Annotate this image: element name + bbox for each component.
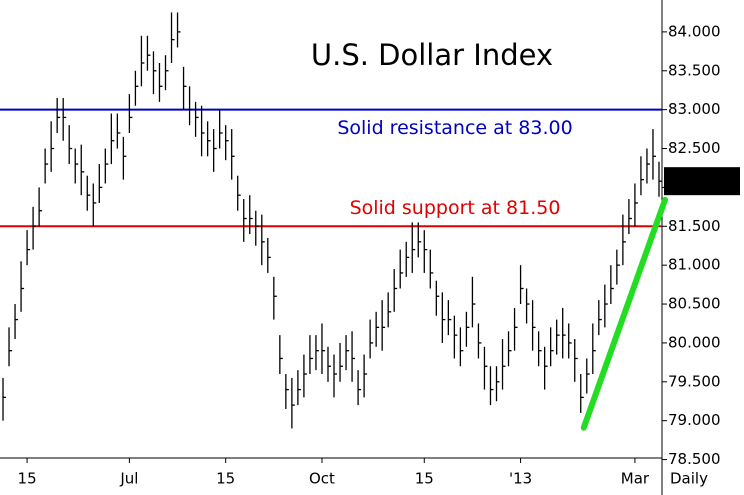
- x-tick-label: Mar: [621, 470, 650, 488]
- y-tick-label: 82.500: [668, 139, 721, 157]
- y-tick-label: 78.500: [668, 450, 721, 468]
- x-note: Daily: [670, 470, 708, 488]
- x-tick-label: Oct: [309, 470, 335, 488]
- y-tick-label: 81.000: [668, 256, 721, 274]
- y-tick-label: 81.500: [668, 217, 721, 235]
- x-tick-label: Jul: [119, 470, 138, 488]
- y-tick-label: 84.000: [668, 22, 721, 40]
- y-tick-label: 79.500: [668, 372, 721, 390]
- x-tick-label: 15: [18, 470, 37, 488]
- y-tick-label: 80.000: [668, 333, 721, 351]
- level-label: Solid resistance at 83.00: [337, 117, 572, 139]
- y-tick-label: 79.000: [668, 411, 721, 429]
- last-price-label: 82.080: [670, 172, 723, 190]
- y-tick-label: 80.500: [668, 295, 721, 313]
- y-tick-label: 83.000: [668, 100, 721, 118]
- x-tick-label: 15: [216, 470, 235, 488]
- x-tick-label: '13: [509, 470, 532, 488]
- chart-title: U.S. Dollar Index: [311, 38, 553, 72]
- x-tick-label: 15: [415, 470, 434, 488]
- last-price-tag: [664, 167, 740, 196]
- level-label: Solid support at 81.50: [350, 197, 561, 219]
- y-tick-label: 83.500: [668, 61, 721, 79]
- trend-line: [580, 196, 669, 431]
